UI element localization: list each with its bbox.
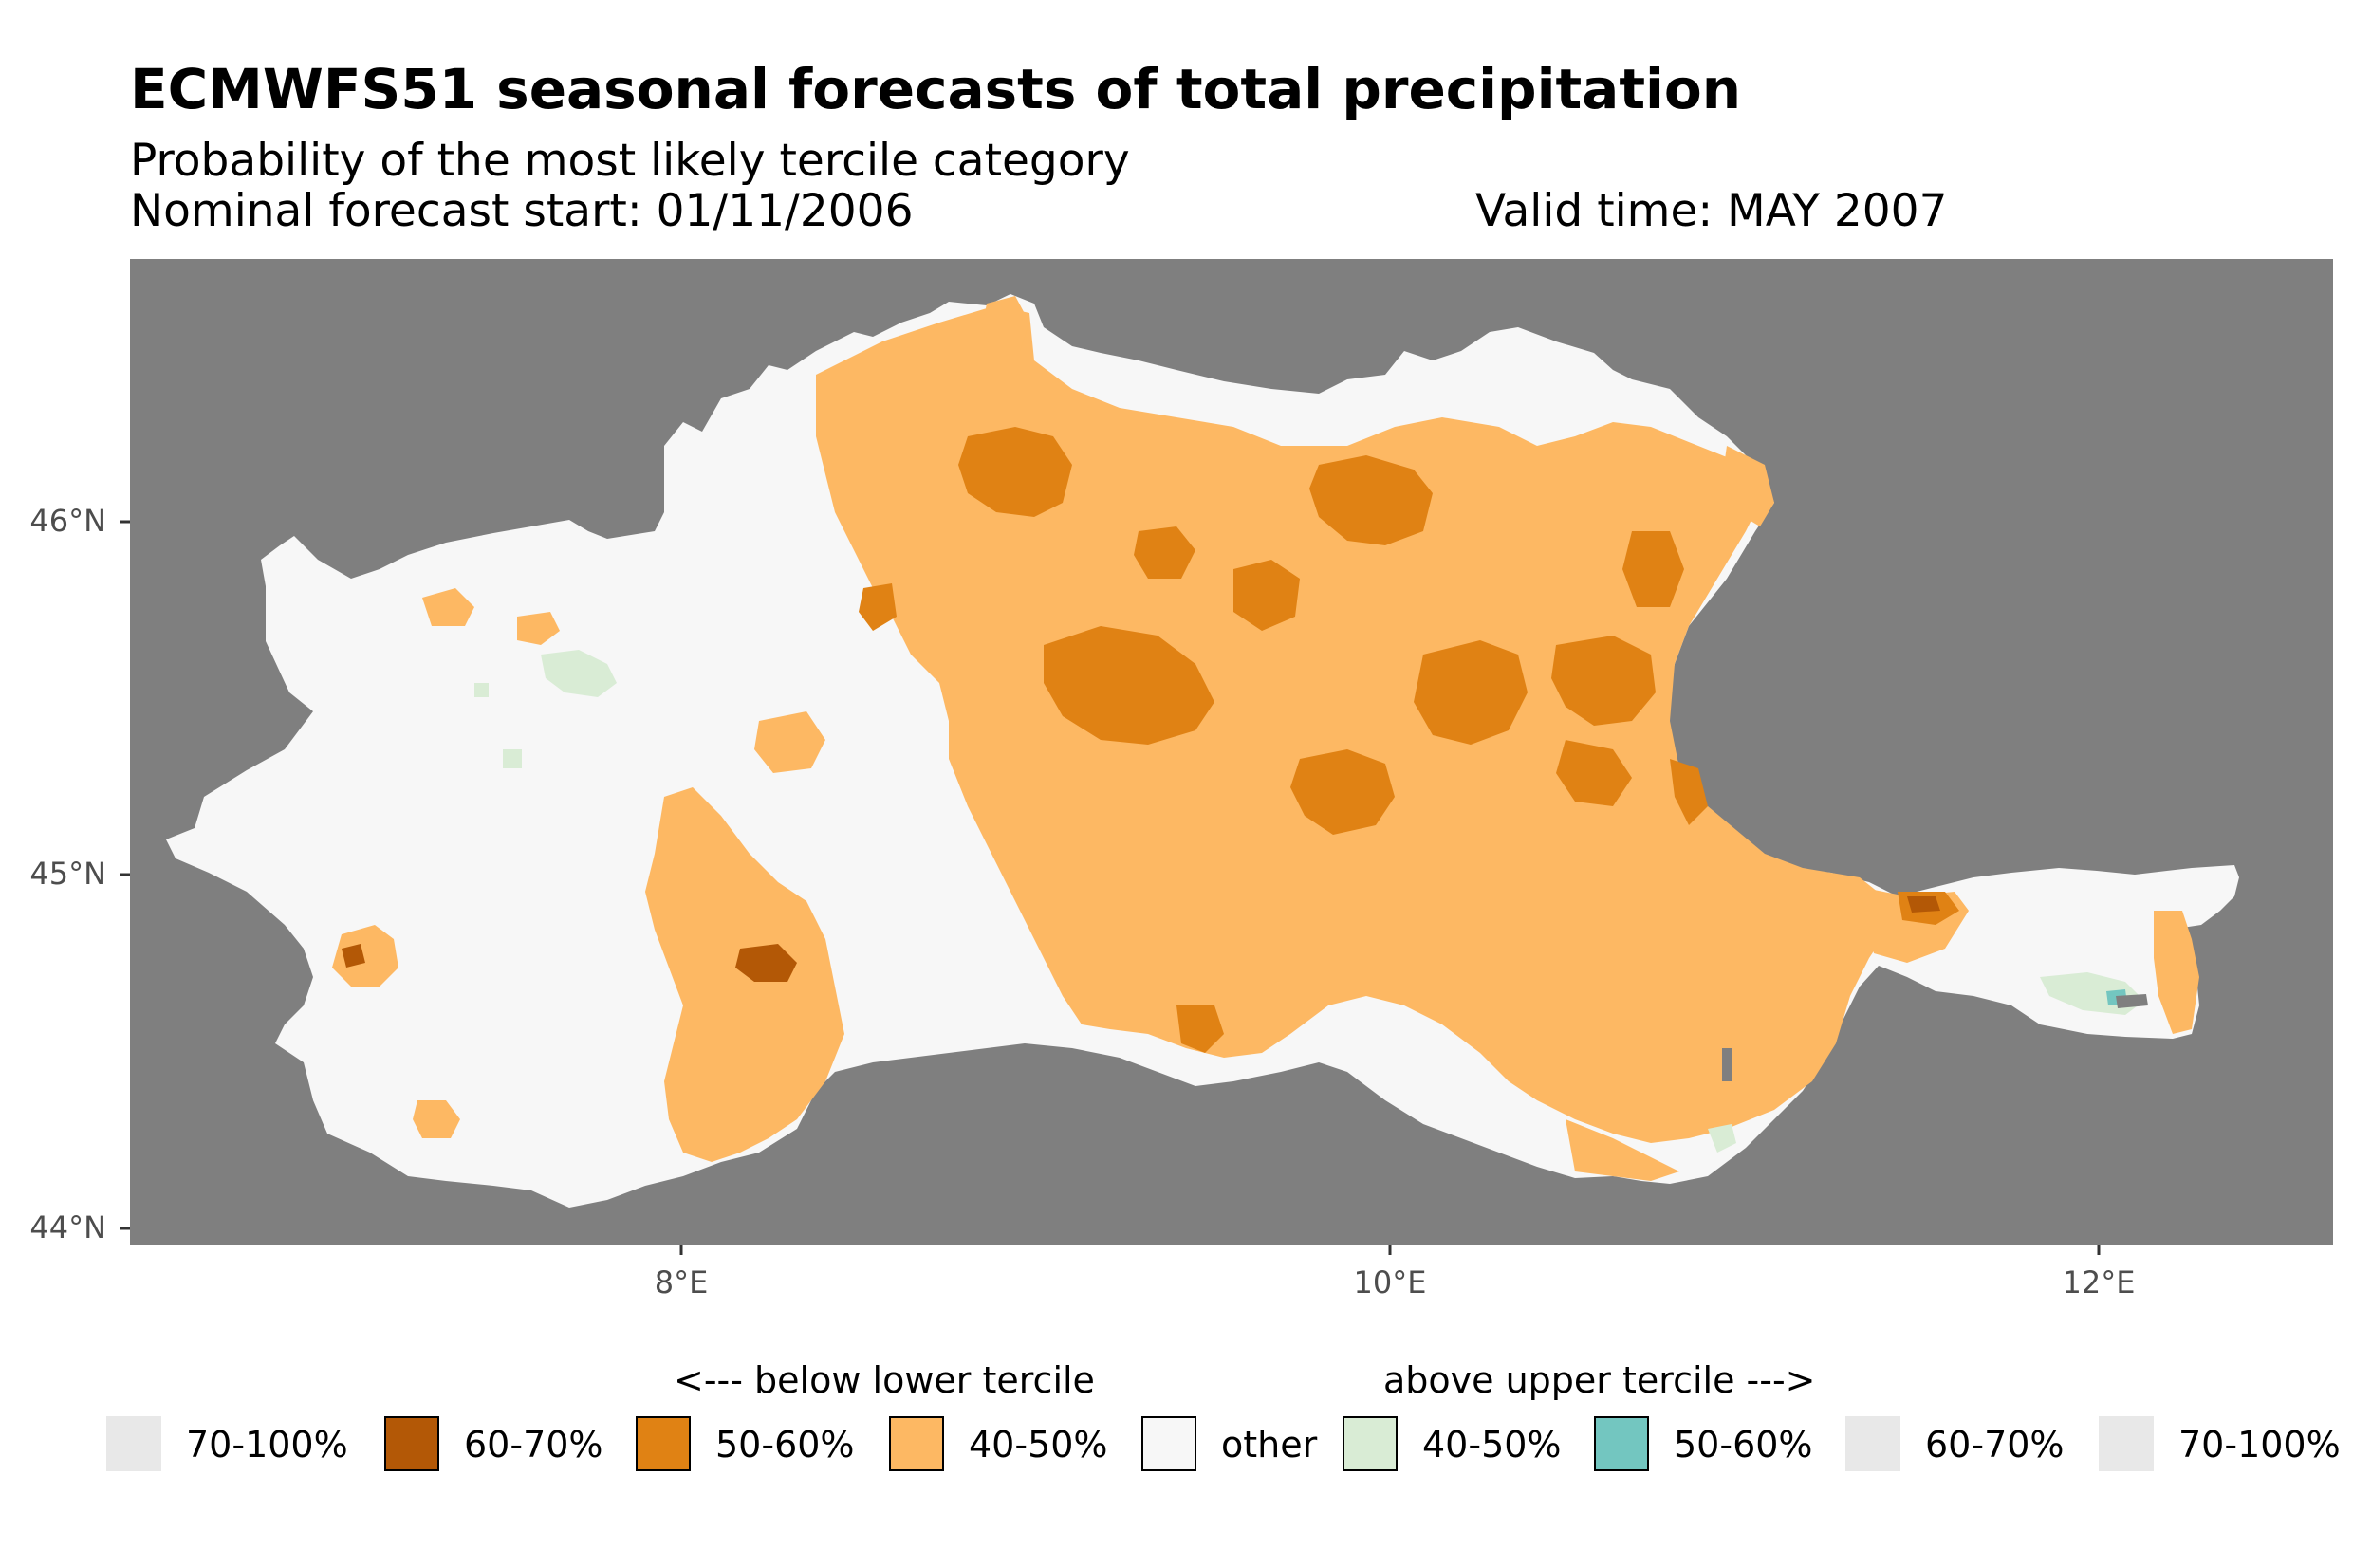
zone-west-patch-1 [332, 925, 398, 987]
zone-west-small-above [503, 749, 522, 768]
zone-north-50-60 [1134, 526, 1195, 579]
zone-lake-50-60 [1551, 636, 1656, 726]
valid-time-label: Valid time: MAY 2007 [1475, 185, 1948, 237]
legend-label: 50-60% [715, 1424, 855, 1466]
legend: 70-100% 60-70% 50-60% 40-50% other 40-50… [0, 1416, 2353, 1483]
zone-far-east [2154, 911, 2199, 1034]
legend-key [106, 1416, 161, 1471]
masked-spots [1722, 994, 2148, 1081]
zone-mid-patch [754, 711, 825, 773]
legend-below-heading: <--- below lower tercile [674, 1359, 1095, 1401]
zone-alpine-west-above [541, 650, 617, 697]
zone-north-patch [982, 296, 1029, 351]
y-axis-ticks [120, 520, 130, 1230]
below-tercile-60-70-areas [342, 896, 1940, 982]
zone-e-60-70 [1907, 896, 1940, 913]
legend-label: 70-100% [186, 1424, 348, 1466]
x-tick-label-10: 10°E [1353, 1264, 1427, 1301]
y-tick-label-45: 45°N [29, 856, 106, 892]
legend-label: 50-60% [1674, 1424, 1813, 1466]
zone-plain-east-50-60 [1414, 640, 1528, 745]
chart-subtitle: Probability of the most likely tercile c… [130, 135, 1130, 187]
zone-southeast-50-60 [1556, 740, 1632, 806]
zone-plain-central-50-60 [1233, 560, 1300, 631]
legend-label: other [1221, 1424, 1318, 1466]
legend-key [1845, 1416, 1900, 1471]
masked-spot-coast [1722, 1048, 1732, 1081]
zone-coast-50-60 [1670, 759, 1708, 825]
below-tercile-40-50-areas [332, 296, 2199, 1181]
zone-sw-60-70 [735, 944, 797, 982]
x-tick-label-12: 12°E [2062, 1264, 2136, 1301]
zone-west-tiny-above [474, 683, 489, 697]
zone-east-coast [1722, 446, 1774, 526]
forecast-start-label: Nominal forecast start: 01/11/2006 [130, 185, 914, 237]
legend-key [1594, 1416, 1649, 1471]
legend-key [2099, 1416, 2154, 1471]
masked-spot-lagoon [2116, 994, 2148, 1008]
legend-label: 60-70% [1925, 1424, 2065, 1466]
legend-key [1141, 1416, 1196, 1471]
zone-east-edge-50-60 [1622, 531, 1684, 607]
y-tick-label-44: 44°N [29, 1209, 106, 1245]
zone-alps-west-50-60 [958, 427, 1072, 517]
zone-west-50-60 [859, 583, 897, 631]
legend-key [636, 1416, 691, 1471]
zone-alps-central-50-60 [1309, 455, 1433, 545]
zone-south-50-60 [1176, 1005, 1224, 1053]
zone-w-60-70 [342, 944, 365, 968]
legend-above-heading: above upper tercile ---> [1383, 1359, 1816, 1401]
legend-key [1343, 1416, 1398, 1471]
legend-label: 70-100% [2178, 1424, 2341, 1466]
zone-north-central-40-50 [816, 305, 1888, 1143]
zone-west-patch-3 [422, 588, 474, 626]
x-axis-ticks [679, 1245, 2101, 1255]
y-tick-label-46: 46°N [29, 503, 106, 539]
x-tick-label-8: 8°E [654, 1264, 709, 1301]
legend-label: 60-70% [464, 1424, 603, 1466]
legend-key [384, 1416, 439, 1471]
zone-coast-above [1708, 1124, 1736, 1153]
legend-key [889, 1416, 944, 1471]
zone-south-central-50-60 [1290, 749, 1395, 835]
legend-label: 40-50% [1422, 1424, 1562, 1466]
chart-title: ECMWFS51 seasonal forecasts of total pre… [130, 57, 1742, 121]
zone-west-patch-4 [517, 612, 560, 645]
legend-label: 40-50% [969, 1424, 1108, 1466]
zone-south-coast [1566, 1119, 1679, 1181]
below-tercile-50-60-areas [859, 427, 1959, 1053]
zone-west-patch-2 [413, 1100, 460, 1138]
zone-plain-west-50-60 [1044, 626, 1214, 745]
